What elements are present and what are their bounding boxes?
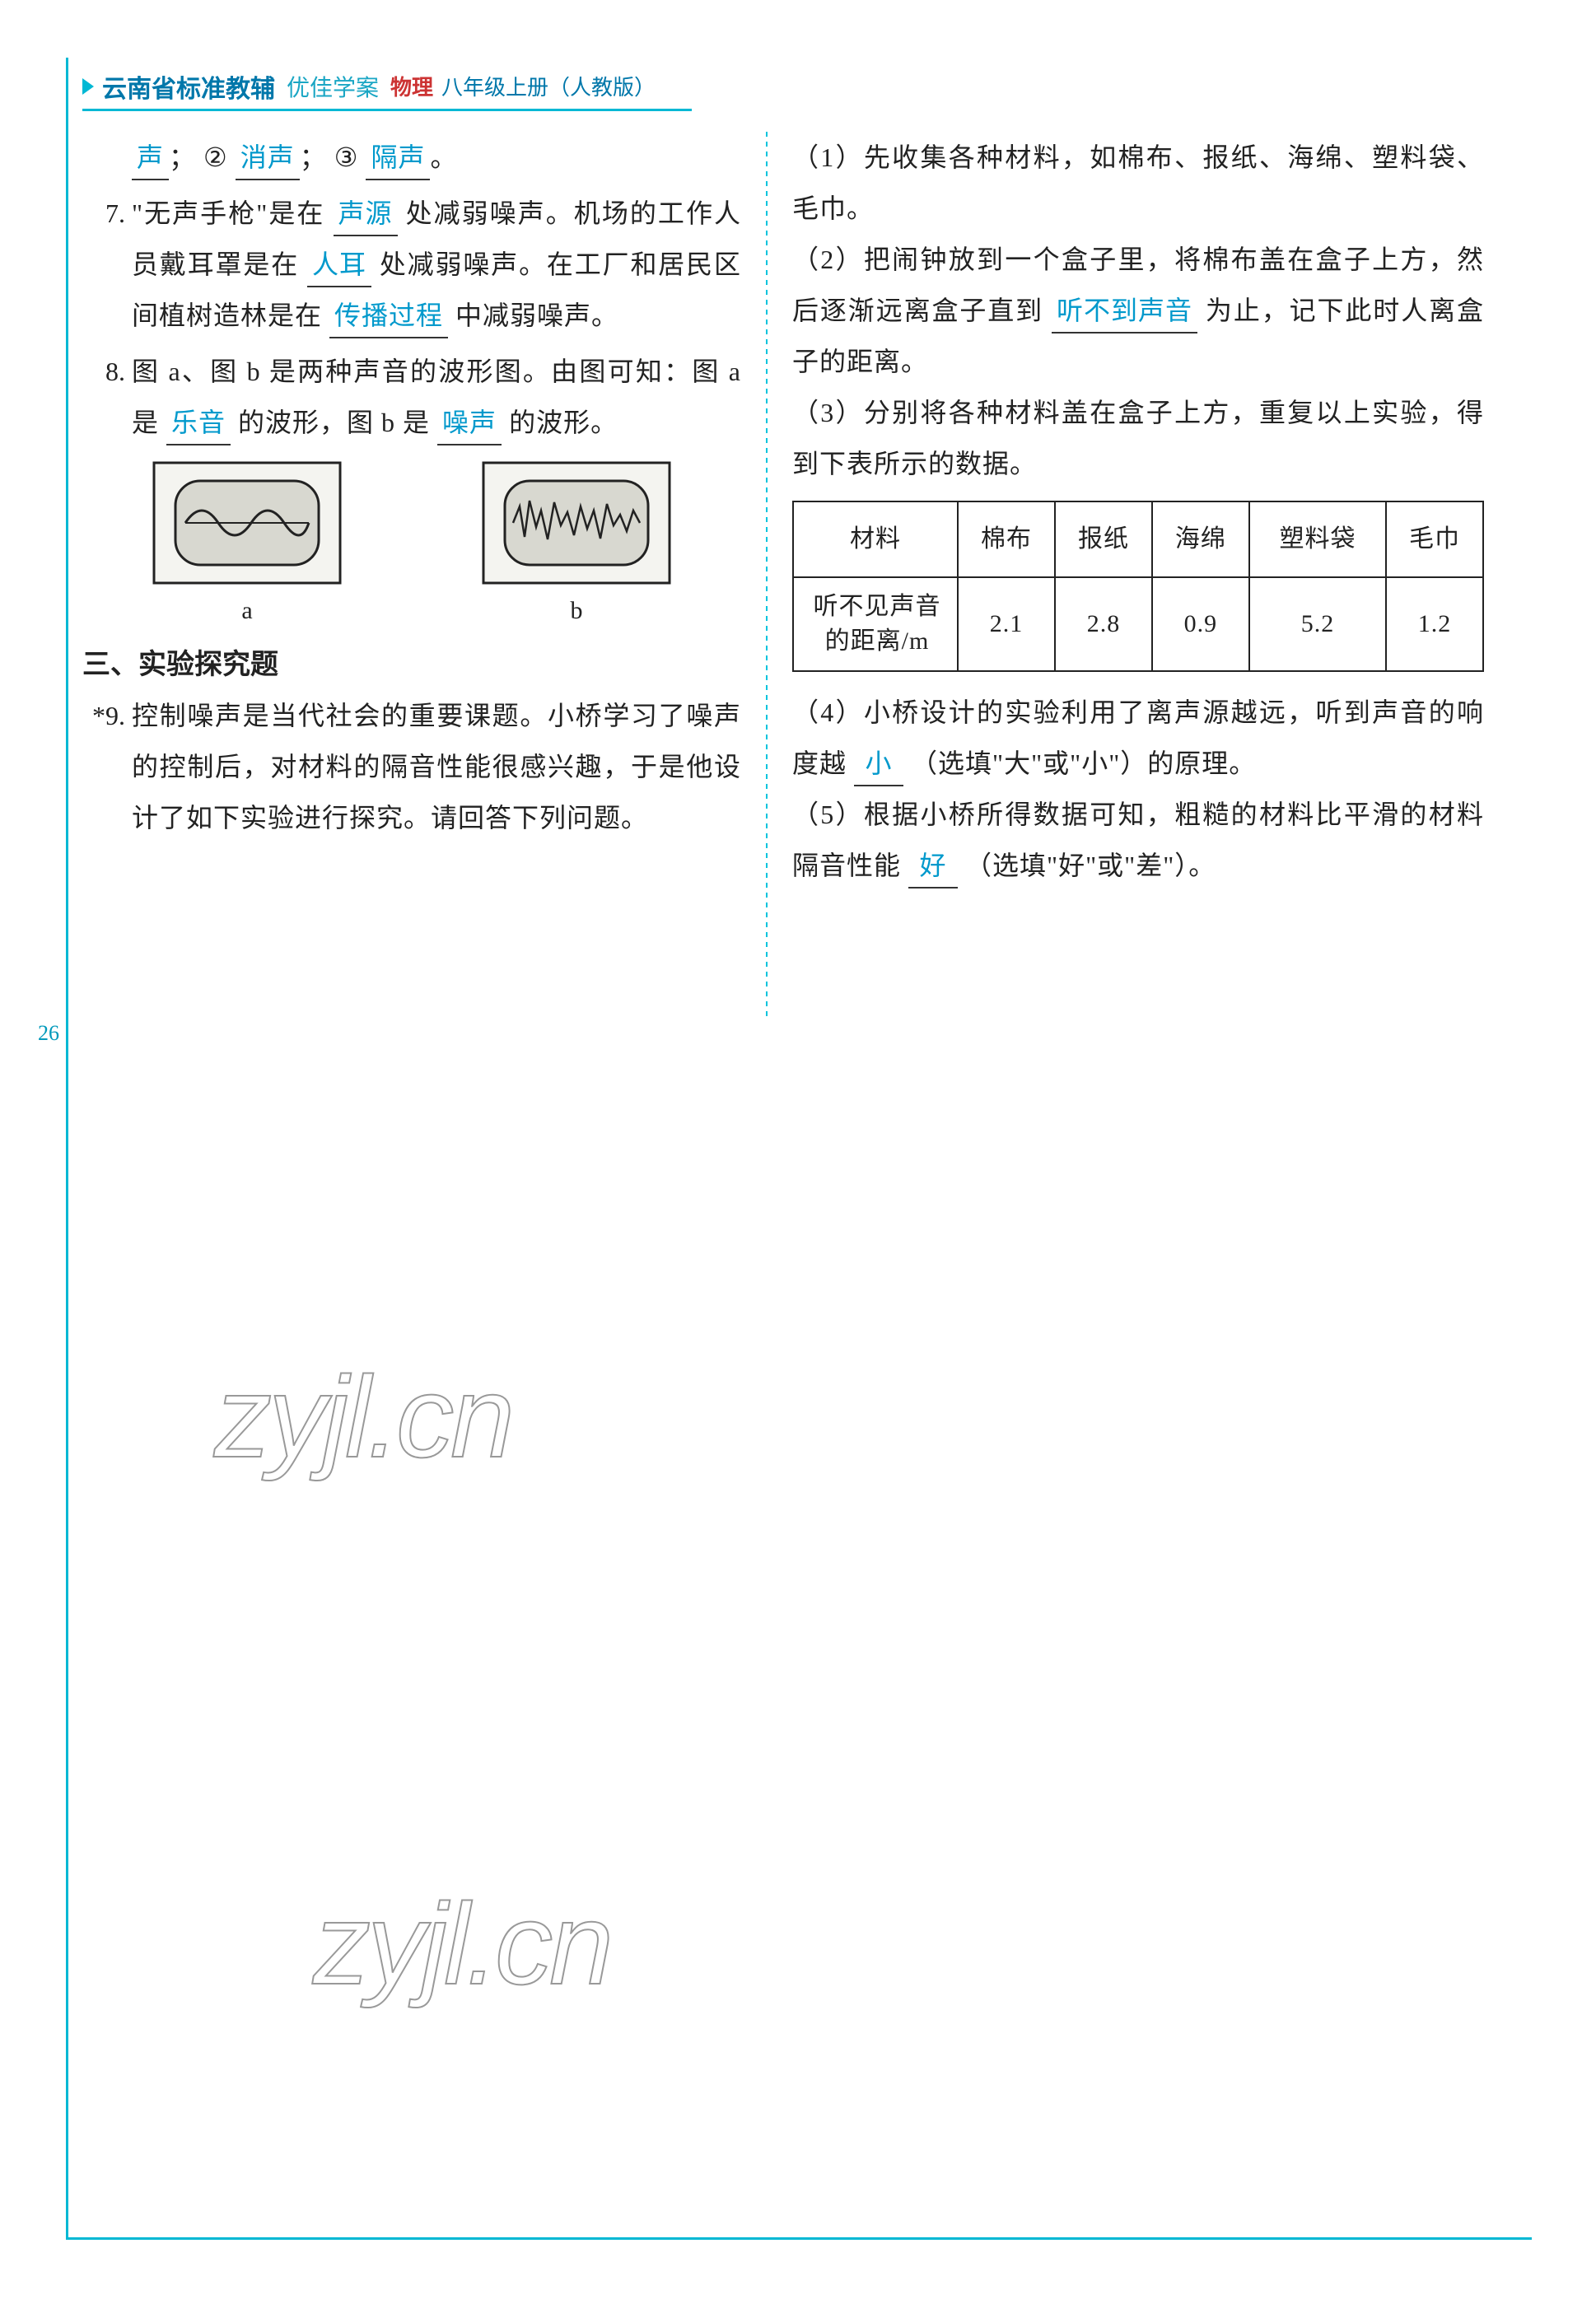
table-header: 毛巾 [1386, 501, 1483, 577]
data-table: 材料 棉布 报纸 海绵 塑料袋 毛巾 听不见声音的距离/m 2.1 2.8 0.… [792, 501, 1484, 672]
question-7: 7. "无声手枪"是在 声源 处减弱噪声。机场的工作人员戴耳罩是在 人耳 处减弱… [82, 188, 741, 341]
answer-blank: 传播过程 [329, 294, 448, 338]
watermark: zyjl.cn [313, 1877, 610, 2011]
paragraph-2: （2）把闹钟放到一个盒子里，将棉布盖在盒子上方，然后逐渐远离盒子直到 听不到声音… [792, 234, 1484, 387]
answer-blank: 听不到声音 [1052, 289, 1197, 333]
table-cell: 1.2 [1386, 577, 1483, 671]
table-header: 塑料袋 [1249, 501, 1386, 577]
answer-blank: 小 [854, 742, 903, 786]
section-3-title: 三、实验探究题 [82, 641, 741, 682]
table-header: 海绵 [1152, 501, 1249, 577]
right-column: （1）先收集各种材料，如棉布、报纸、海绵、塑料袋、毛巾。 （2）把闹钟放到一个盒… [768, 132, 1484, 1021]
q8-text2: 的波形，图 b 是 [238, 408, 430, 437]
figure-a: a [152, 461, 342, 625]
header-grade: 八年级上册（人教版） [441, 71, 656, 101]
question-8: 8. 图 a、图 b 是两种声音的波形图。由图可知：图 a 是 乐音 的波形，图… [82, 346, 741, 448]
answer-blank: 隔声 [366, 136, 430, 180]
table-cell: 0.9 [1152, 577, 1249, 671]
table-cell: 2.8 [1055, 577, 1152, 671]
table-header: 报纸 [1055, 501, 1152, 577]
figure-row: a b [82, 461, 741, 625]
circled-2: ② [203, 132, 228, 183]
page-number: 26 [38, 1021, 59, 1046]
table-row-label: 听不见声音的距离/m [793, 577, 958, 671]
content-area: 声； ② 消声； ③ 隔声。 7. "无声手枪"是在 声源 处减弱噪声。机场的工… [82, 132, 1532, 1021]
answer-blank: 声源 [334, 192, 398, 236]
figure-b-label: b [482, 597, 671, 625]
table-header: 棉布 [958, 501, 1055, 577]
paragraph-4: （4）小桥设计的实验利用了离声源越远，听到声音的响度越 小 （选填"大"或"小"… [792, 687, 1484, 789]
waveform-a-icon [152, 461, 342, 585]
paragraph-3: （3）分别将各种材料盖在盒子上方，重复以上实验，得到下表所示的数据。 [792, 387, 1484, 489]
answer-blank: 人耳 [307, 243, 371, 287]
q7-text4: 中减弱噪声。 [455, 301, 618, 330]
table-row: 材料 棉布 报纸 海绵 塑料袋 毛巾 [793, 501, 1483, 577]
figure-a-label: a [152, 597, 342, 625]
p4-text2: （选填"大"或"小"）的原理。 [911, 749, 1256, 778]
paragraph-1: （1）先收集各种材料，如棉布、报纸、海绵、塑料袋、毛巾。 [792, 132, 1484, 234]
p5-text2: （选填"好"或"差"）。 [965, 851, 1216, 880]
header-title-province: 云南省标准教辅 [102, 68, 275, 105]
page-header: 云南省标准教辅 优佳学案 物理 八年级上册（人教版） [82, 70, 692, 111]
question-number: 8. [82, 346, 132, 448]
paragraph-5: （5）根据小桥所得数据可知，粗糙的材料比平滑的材料隔音性能 好 （选填"好"或"… [792, 789, 1484, 891]
answer-blank: 消声 [236, 136, 300, 180]
left-column: 声； ② 消声； ③ 隔声。 7. "无声手枪"是在 声源 处减弱噪声。机场的工… [82, 132, 766, 1021]
answer-blank: 好 [908, 844, 958, 888]
header-title-series: 优佳学案 [287, 70, 379, 103]
q9-text: 控制噪声是当代社会的重要课题。小桥学习了噪声的控制后，对材料的隔音性能很感兴趣，… [132, 690, 741, 843]
table-header-material: 材料 [793, 501, 958, 577]
header-subject: 物理 [390, 71, 433, 101]
q8-text3: 的波形。 [509, 408, 618, 437]
q7-text1: "无声手枪"是在 [132, 198, 324, 228]
table-cell: 5.2 [1249, 577, 1386, 671]
answer-blank: 乐音 [166, 401, 231, 445]
table-cell: 2.1 [958, 577, 1055, 671]
table-row: 听不见声音的距离/m 2.1 2.8 0.9 5.2 1.2 [793, 577, 1483, 671]
question-number: *9. [82, 690, 132, 843]
answer-blank: 声 [132, 136, 169, 180]
watermark: zyjl.cn [214, 1350, 511, 1484]
continuation-line: 声； ② 消声； ③ 隔声。 [82, 132, 741, 183]
waveform-b-icon [482, 461, 671, 585]
answer-blank: 噪声 [437, 401, 502, 445]
question-9: *9. 控制噪声是当代社会的重要课题。小桥学习了噪声的控制后，对材料的隔音性能很… [82, 690, 741, 843]
figure-b: b [482, 461, 671, 625]
header-arrow-icon [82, 78, 94, 95]
question-number: 7. [82, 188, 132, 341]
circled-3: ③ [334, 132, 359, 183]
